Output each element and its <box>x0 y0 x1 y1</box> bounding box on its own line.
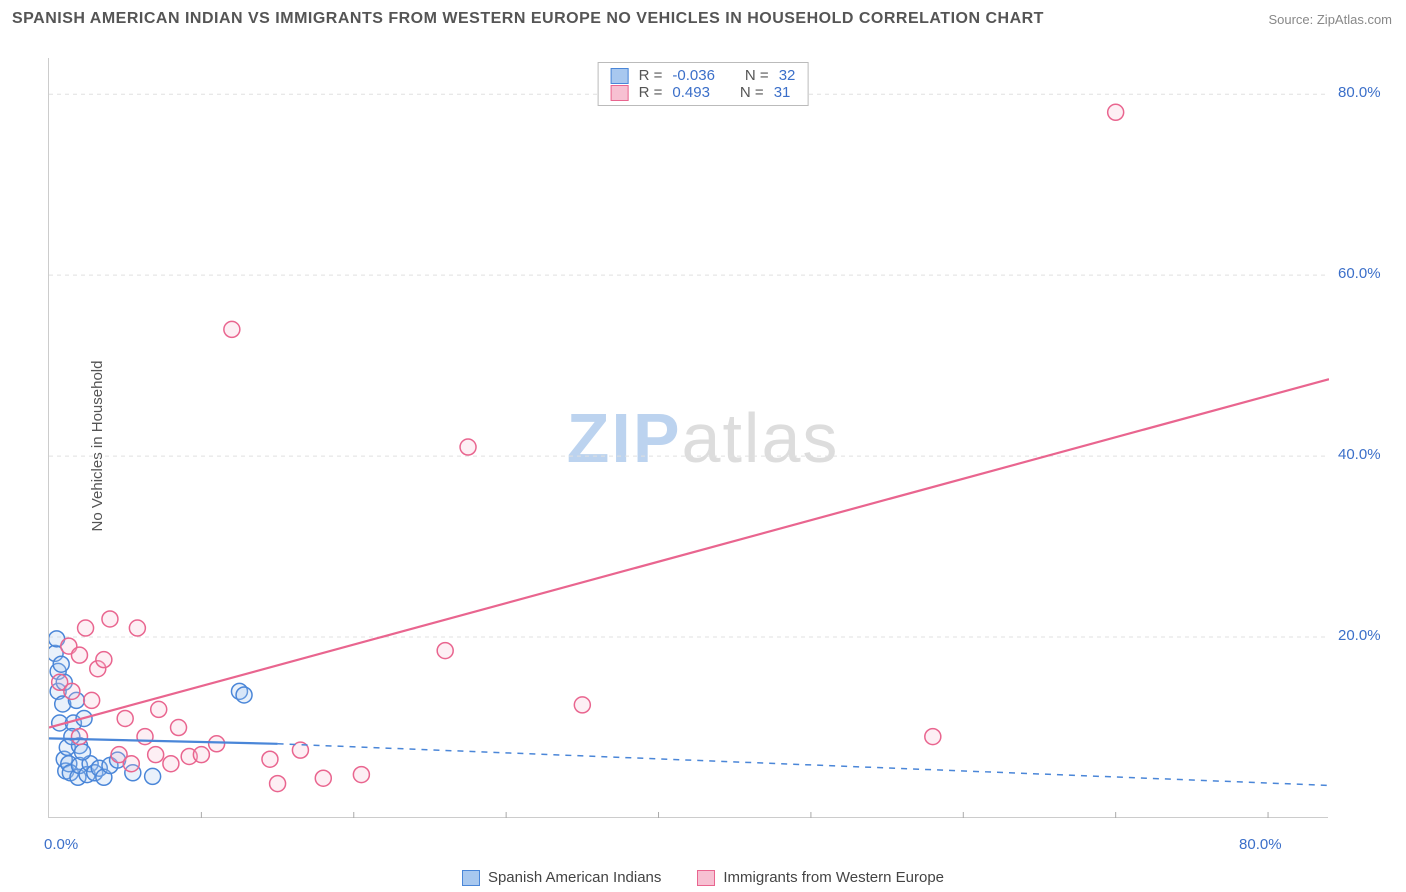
legend-n-value: 32 <box>779 67 796 84</box>
chart-container: SPANISH AMERICAN INDIAN VS IMMIGRANTS FR… <box>0 0 1406 892</box>
plot-area <box>48 58 1328 818</box>
legend-n-label: N = <box>740 84 764 101</box>
legend-row: R = -0.036 N = 32 <box>611 67 796 84</box>
legend-item: Spanish American Indians <box>462 869 661 886</box>
legend-r-value: 0.493 <box>672 84 710 101</box>
series-legend: Spanish American Indians Immigrants from… <box>0 869 1406 886</box>
source-label: Source: ZipAtlas.com <box>1268 12 1392 27</box>
legend-item: Immigrants from Western Europe <box>697 869 944 886</box>
x-tick-label: 80.0% <box>1239 836 1282 853</box>
y-tick-label: 60.0% <box>1338 265 1381 282</box>
y-tick-label: 20.0% <box>1338 627 1381 644</box>
chart-title: SPANISH AMERICAN INDIAN VS IMMIGRANTS FR… <box>12 10 1044 28</box>
legend-swatch-blue <box>611 68 629 84</box>
legend-label: Immigrants from Western Europe <box>723 869 944 886</box>
legend-swatch-blue <box>462 870 480 886</box>
y-tick-label: 80.0% <box>1338 84 1381 101</box>
legend-r-label: R = <box>639 84 663 101</box>
legend-swatch-pink <box>611 85 629 101</box>
x-tick-label: 0.0% <box>44 836 78 853</box>
legend-r-label: R = <box>639 67 663 84</box>
legend-n-value: 31 <box>774 84 791 101</box>
plot-svg <box>49 58 1329 818</box>
legend-r-value: -0.036 <box>672 67 715 84</box>
legend-row: R = 0.493 N = 31 <box>611 84 796 101</box>
correlation-legend: R = -0.036 N = 32 R = 0.493 N = 31 <box>598 62 809 106</box>
legend-swatch-pink <box>697 870 715 886</box>
y-tick-label: 40.0% <box>1338 446 1381 463</box>
legend-n-label: N = <box>745 67 769 84</box>
legend-label: Spanish American Indians <box>488 869 661 886</box>
